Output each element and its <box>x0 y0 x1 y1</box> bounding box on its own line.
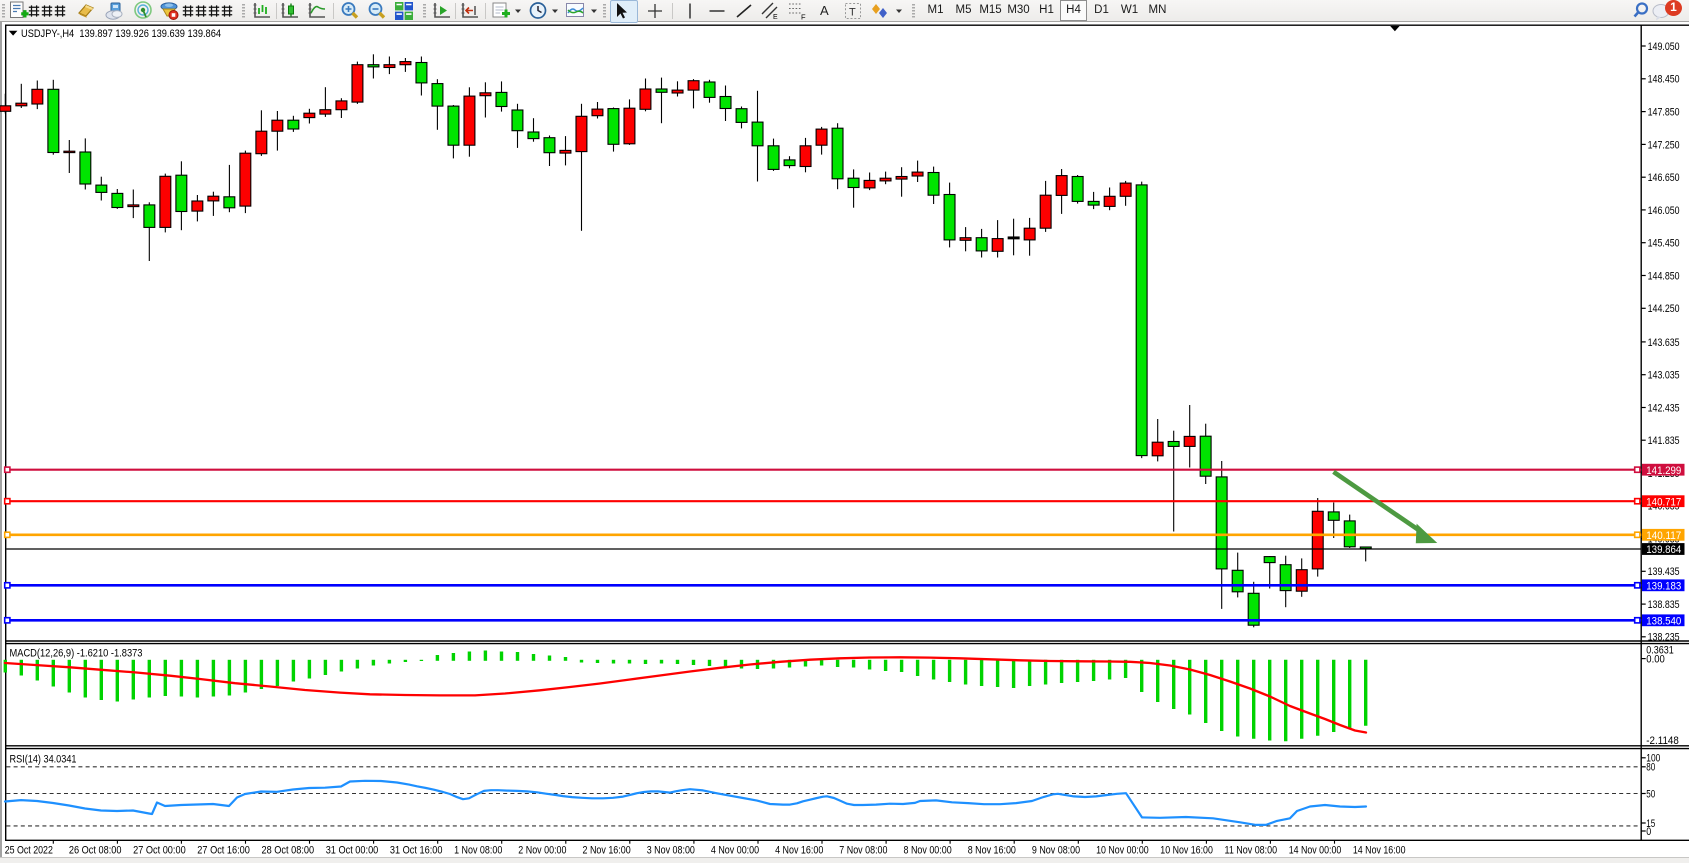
svg-text:146.650: 146.650 <box>1648 172 1680 184</box>
svg-text:149.050: 149.050 <box>1648 41 1680 53</box>
svg-text:11 Nov 08:00: 11 Nov 08:00 <box>1225 844 1278 856</box>
svg-text:140.117: 140.117 <box>1646 530 1681 542</box>
svg-text:144.850: 144.850 <box>1648 270 1680 282</box>
svg-text:145.450: 145.450 <box>1648 238 1680 250</box>
svg-text:4 Nov 16:00: 4 Nov 16:00 <box>775 844 823 856</box>
svg-text:0: 0 <box>1646 826 1651 838</box>
svg-text:50: 50 <box>1646 788 1655 800</box>
svg-text:9 Nov 08:00: 9 Nov 08:00 <box>1032 844 1080 856</box>
svg-text:146.050: 146.050 <box>1648 205 1680 217</box>
svg-text:27 Oct 00:00: 27 Oct 00:00 <box>133 844 186 856</box>
svg-text:8 Nov 00:00: 8 Nov 00:00 <box>904 844 952 856</box>
svg-text:141.299: 141.299 <box>1646 465 1681 477</box>
svg-text:26 Oct 08:00: 26 Oct 08:00 <box>69 844 122 856</box>
svg-text:F: F <box>801 13 806 22</box>
svg-text:27 Oct 16:00: 27 Oct 16:00 <box>197 844 250 856</box>
svg-text:139.183: 139.183 <box>1646 580 1681 592</box>
svg-text:31 Oct 00:00: 31 Oct 00:00 <box>326 844 379 856</box>
svg-text:147.850: 147.850 <box>1648 107 1680 119</box>
svg-text:USDJPY-,H4 139.897 139.926 13: USDJPY-,H4 139.897 139.926 139.639 139.8… <box>21 28 221 40</box>
svg-text:-2.1148: -2.1148 <box>1646 735 1679 747</box>
svg-text:MACD(12,26,9) -1.6210 -1.8373: MACD(12,26,9) -1.6210 -1.8373 <box>10 648 143 660</box>
svg-text:14 Nov 00:00: 14 Nov 00:00 <box>1289 844 1342 856</box>
svg-text:1 Nov 08:00: 1 Nov 08:00 <box>454 844 502 856</box>
svg-text:144.250: 144.250 <box>1648 303 1680 315</box>
svg-text:142.435: 142.435 <box>1648 402 1680 414</box>
svg-text:0.3631: 0.3631 <box>1646 644 1674 656</box>
svg-text:8 Nov 16:00: 8 Nov 16:00 <box>968 844 1016 856</box>
svg-text:E: E <box>773 14 778 21</box>
svg-text:138.835: 138.835 <box>1648 599 1680 611</box>
svg-text:4 Nov 00:00: 4 Nov 00:00 <box>711 844 759 856</box>
svg-text:2 Nov 00:00: 2 Nov 00:00 <box>518 844 566 856</box>
svg-text:28 Oct 08:00: 28 Oct 08:00 <box>262 844 315 856</box>
svg-text:141.835: 141.835 <box>1648 435 1680 447</box>
svg-text:80: 80 <box>1646 762 1655 774</box>
svg-text:3 Nov 08:00: 3 Nov 08:00 <box>647 844 695 856</box>
svg-text:10 Nov 16:00: 10 Nov 16:00 <box>1160 844 1213 856</box>
svg-text:7 Nov 08:00: 7 Nov 08:00 <box>839 844 887 856</box>
svg-text:2 Nov 16:00: 2 Nov 16:00 <box>583 844 631 856</box>
svg-text:139.435: 139.435 <box>1648 566 1680 578</box>
svg-text:RSI(14) 34.0341: RSI(14) 34.0341 <box>10 754 77 766</box>
svg-text:31 Oct 16:00: 31 Oct 16:00 <box>390 844 443 856</box>
svg-text:T: T <box>849 7 856 19</box>
svg-text:147.250: 147.250 <box>1648 139 1680 151</box>
svg-text:15: 15 <box>1646 818 1655 830</box>
svg-text:14 Nov 16:00: 14 Nov 16:00 <box>1353 844 1406 856</box>
svg-text:139.864: 139.864 <box>1646 544 1681 556</box>
svg-text:100: 100 <box>1646 753 1660 765</box>
svg-text:138.235: 138.235 <box>1648 632 1680 644</box>
svg-text:148.450: 148.450 <box>1648 74 1680 86</box>
svg-text:10 Nov 00:00: 10 Nov 00:00 <box>1096 844 1149 856</box>
svg-text:138.540: 138.540 <box>1646 615 1681 627</box>
svg-text:0.00: 0.00 <box>1646 654 1665 666</box>
svg-text:25 Oct 2022: 25 Oct 2022 <box>5 844 53 856</box>
svg-text:140.717: 140.717 <box>1646 496 1681 508</box>
svg-text:143.035: 143.035 <box>1648 370 1680 382</box>
svg-text:143.635: 143.635 <box>1648 337 1680 349</box>
